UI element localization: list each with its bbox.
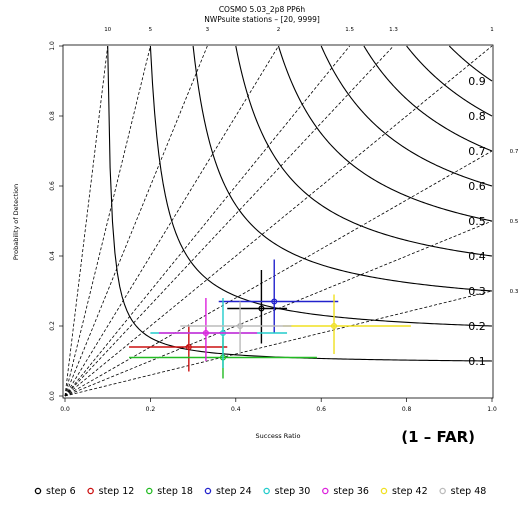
series-3 — [218, 259, 339, 333]
csi-curve-3 — [235, 45, 493, 257]
csi-label-0: 0.1 — [468, 355, 486, 368]
legend-label-6: step 42 — [392, 486, 428, 497]
legend-item-2: step 18 — [146, 486, 193, 497]
csi-label-4: 0.5 — [468, 215, 486, 228]
x-tick-label-5: 1.0 — [487, 406, 497, 413]
legend-marker-1 — [87, 487, 94, 495]
bias-labels: 10 5 3 2 1.5 1.3 1 0.7 0.5 0.3 — [104, 27, 519, 295]
legend-marker-3 — [204, 487, 212, 495]
csi-curve-6 — [363, 45, 493, 152]
csi-label-3: 0.4 — [468, 250, 486, 263]
legend-label-7: step 48 — [451, 486, 487, 497]
bias-line-9 — [64, 290, 493, 397]
csi-curve-4 — [277, 45, 493, 222]
csi-label-8: 0.9 — [468, 75, 486, 88]
series-6 — [282, 294, 411, 354]
bias-label-6: 1 — [490, 27, 494, 33]
bias-line-6 — [64, 45, 493, 397]
csi-label-5: 0.6 — [468, 180, 486, 193]
x-tick-label-4: 0.8 — [402, 406, 412, 413]
legend-item-0: step 6 — [34, 486, 76, 497]
legend-marker-7 — [439, 487, 446, 495]
legend-item-1: step 12 — [87, 486, 135, 497]
y-axis-label: Probability of Detection — [12, 184, 20, 260]
legend-item-5: step 36 — [322, 486, 369, 497]
legend-label-0: step 6 — [46, 486, 76, 497]
csi-labels: 0.1 0.2 0.3 0.4 0.5 0.6 0.7 0.8 0.9 — [468, 75, 486, 368]
bias-label-7: 0.7 — [510, 149, 519, 155]
legend-label-1: step 12 — [99, 486, 135, 497]
legend-item-3: step 24 — [204, 486, 252, 497]
x-tick-label-0: 0.0 — [60, 406, 70, 413]
data-points — [129, 259, 411, 379]
bias-label-5: 1.3 — [389, 27, 398, 33]
point-3 — [271, 298, 278, 305]
y-axis: 0.0 0.2 0.4 0.6 0.8 1.0 — [49, 41, 63, 401]
series-5 — [158, 298, 258, 361]
legend-marker-2 — [146, 487, 153, 495]
csi-label-7: 0.8 — [468, 110, 486, 123]
legend-label-4: step 30 — [275, 486, 311, 497]
series-7 — [180, 301, 292, 354]
csi-curve-2 — [192, 45, 493, 292]
bias-label-2: 3 — [206, 27, 210, 33]
plot-frame — [62, 44, 494, 399]
legend-marker-6 — [380, 487, 388, 495]
legend-marker-4 — [263, 487, 270, 495]
y-tick-label-4: 0.8 — [49, 111, 56, 121]
point-7 — [237, 322, 244, 330]
bias-label-3: 2 — [277, 27, 281, 33]
csi-curve-1 — [149, 45, 493, 327]
bias-lines — [64, 45, 493, 397]
csi-label-6: 0.7 — [468, 145, 486, 158]
x-axis-label: Success Ratio — [256, 432, 301, 440]
point-6 — [330, 322, 338, 330]
bias-label-9: 0.3 — [510, 289, 519, 295]
y-tick-label-0: 0.0 — [49, 391, 56, 401]
bias-line-0 — [64, 45, 109, 397]
legend-item-4: step 30 — [263, 486, 311, 497]
point-5 — [202, 329, 209, 337]
legend: step 6 step 12 step 18 step 24 step 30 step 3… — [34, 486, 487, 497]
y-tick-label-1: 0.2 — [49, 321, 56, 331]
point-1 — [185, 343, 192, 351]
series-0 — [227, 270, 288, 344]
bias-line-7 — [64, 150, 493, 397]
x-axis: 0.0 0.2 0.4 0.6 0.8 1.0 — [60, 398, 497, 413]
csi-curve-8 — [448, 45, 493, 82]
legend-label-5: step 36 — [333, 486, 369, 497]
legend-label-3: step 24 — [216, 486, 252, 497]
bias-line-2 — [64, 45, 208, 397]
y-tick-label-2: 0.4 — [49, 251, 56, 261]
csi-label-2: 0.3 — [468, 285, 486, 298]
x-tick-label-2: 0.4 — [231, 406, 241, 413]
bias-label-4: 1.5 — [345, 27, 354, 33]
y-tick-label-3: 0.6 — [49, 181, 56, 191]
bias-line-1 — [64, 45, 151, 397]
bias-line-3 — [64, 45, 279, 397]
far-annotation: (1 – FAR) — [401, 428, 475, 446]
legend-item-6: step 42 — [380, 486, 428, 497]
bias-line-5 — [64, 45, 394, 397]
legend-item-7: step 48 — [439, 486, 487, 497]
legend-marker-0 — [34, 487, 42, 495]
x-tick-label-1: 0.2 — [146, 406, 156, 413]
bias-label-1: 5 — [149, 27, 153, 33]
y-tick-label-5: 1.0 — [49, 41, 56, 51]
legend-label-2: step 18 — [157, 486, 193, 497]
chart-title: COSMO 5.03_2p8 PP6h — [219, 5, 306, 14]
point-0 — [258, 305, 265, 312]
chart-subtitle: NWPsuite stations – [20, 9999] — [204, 15, 320, 24]
legend-marker-5 — [322, 487, 329, 495]
x-tick-label-3: 0.6 — [316, 406, 326, 413]
csi-curve-5 — [320, 45, 493, 187]
bias-label-8: 0.5 — [510, 219, 519, 225]
csi-label-1: 0.2 — [468, 320, 486, 333]
csi-curve-7 — [406, 45, 493, 117]
bias-label-0: 10 — [104, 27, 111, 33]
